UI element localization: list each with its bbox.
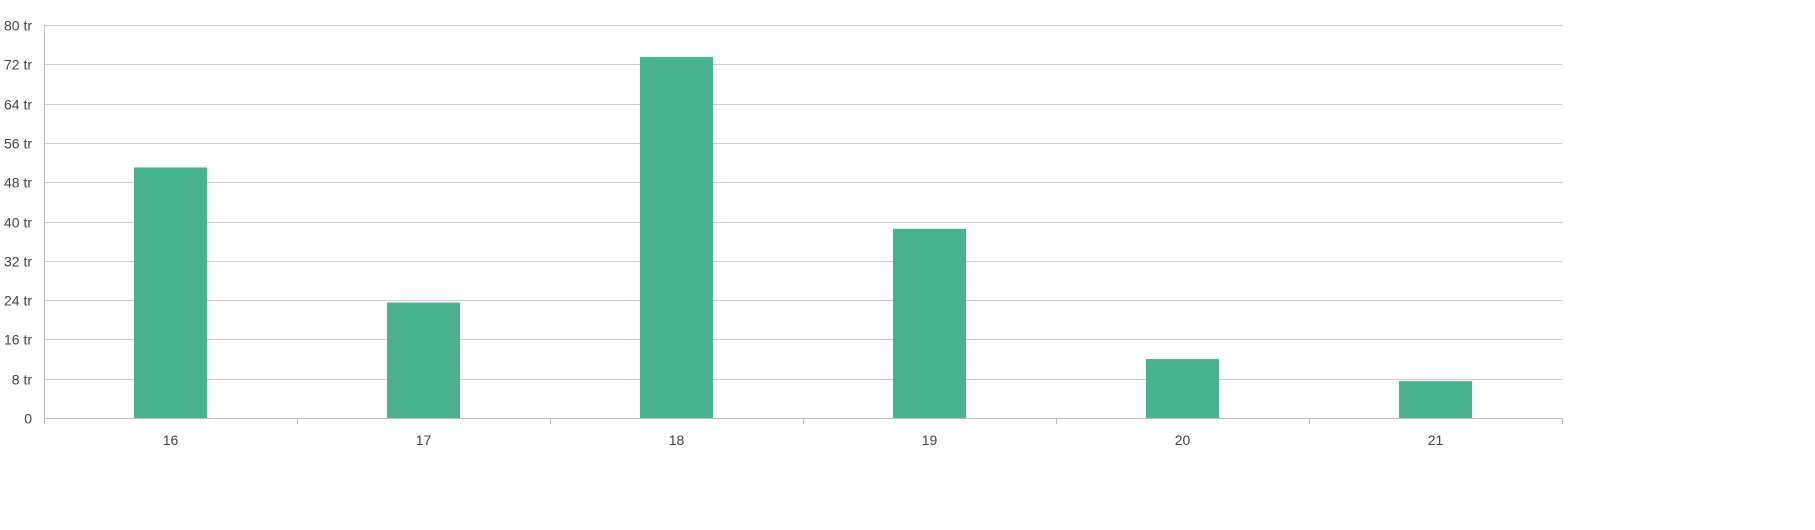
y-tick-label: 72 tr <box>4 57 32 73</box>
bar-20 <box>1146 359 1219 418</box>
y-tick-label: 0 <box>24 411 32 427</box>
y-tick-label: 24 tr <box>4 293 32 309</box>
bar-19 <box>893 228 966 418</box>
axis-layer <box>44 25 1563 424</box>
bar-17 <box>387 302 460 418</box>
x-tick-label: 21 <box>1428 432 1444 448</box>
bar-21 <box>1399 381 1472 418</box>
y-tick-label: 40 tr <box>4 215 32 231</box>
y-tick-label: 8 tr <box>12 372 33 388</box>
x-tick-label: 20 <box>1175 432 1191 448</box>
bar-16 <box>134 167 207 418</box>
x-tick-label: 17 <box>416 432 432 448</box>
y-tick-label: 48 tr <box>4 175 32 191</box>
y-tick-label: 16 tr <box>4 332 32 348</box>
x-tick-label: 18 <box>669 432 685 448</box>
y-tick-label: 64 tr <box>4 97 32 113</box>
grid-layer <box>44 25 1562 380</box>
x-tick-label: 19 <box>922 432 938 448</box>
bar-layer <box>134 56 1472 419</box>
y-tick-label: 56 tr <box>4 136 32 152</box>
x-tick-label: 16 <box>163 432 179 448</box>
label-layer: 0 8 tr 16 tr 24 tr 32 tr 40 tr 48 tr 56 tr 64 tr… <box>4 18 1444 449</box>
y-tick-label: 80 tr <box>4 18 32 34</box>
y-tick-label: 32 tr <box>4 254 32 270</box>
bar-18 <box>640 56 713 419</box>
